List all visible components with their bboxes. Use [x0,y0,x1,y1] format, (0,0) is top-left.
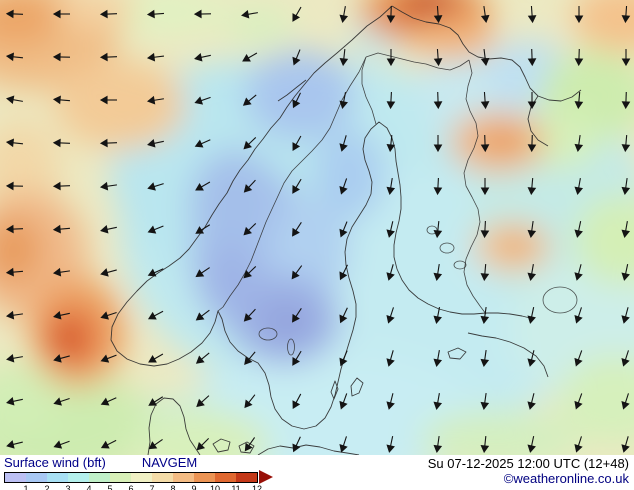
scale-tick-label: 10 [209,484,221,490]
scale-arrow-icon [259,470,273,484]
legend-block: Surface wind (bft) NAVGEM 1 2 3 4 5 6 7 8 9 10 11 1… [4,456,294,490]
legend-title: Surface wind (bft) [4,455,106,470]
scale-labels: 1 2 3 4 5 6 7 8 9 10 11 12 [4,484,294,490]
footer-block: Su 07-12-2025 12:00 UTC (12+48) ©weather… [428,456,629,486]
scale-tick-label: 2 [44,484,50,490]
weather-map [0,0,634,455]
scale-tick-label: 1 [23,484,29,490]
scale-seg [152,472,173,482]
scale-tick-label: 7 [149,484,155,490]
scale-seg [26,472,47,482]
scale-seg [47,472,68,482]
scale-seg [5,472,26,482]
scale-seg [131,472,152,482]
copyright: ©weatheronline.co.uk [503,471,629,486]
scale-segments [4,471,258,483]
scale-seg [194,472,215,482]
scale-tick-label: 4 [86,484,92,490]
scale-seg [68,472,89,482]
scale-tick-label: 6 [128,484,134,490]
legend-bar: Surface wind (bft) NAVGEM 1 2 3 4 5 6 7 8 9 10 11 1… [0,455,634,490]
wind-speed-field [0,0,634,455]
map-datetime: Su 07-12-2025 12:00 UTC (12+48) [427,456,629,471]
scale-tick-label: 3 [65,484,71,490]
wind-scale [4,470,294,484]
scale-seg [89,472,110,482]
wind-arrows [5,5,631,454]
lakes [258,225,578,356]
scale-seg [173,472,194,482]
scale-tick-label: 8 [170,484,176,490]
scale-tick-label: 11 [231,484,241,490]
scale-seg [236,472,257,482]
scale-tick-label: 5 [107,484,113,490]
country-borders [217,52,487,315]
scale-seg [215,472,236,482]
scale-tick-label: 9 [191,484,197,490]
model-name: NAVGEM [141,455,198,470]
scale-seg [110,472,131,482]
scale-tick-label: 12 [251,484,263,490]
